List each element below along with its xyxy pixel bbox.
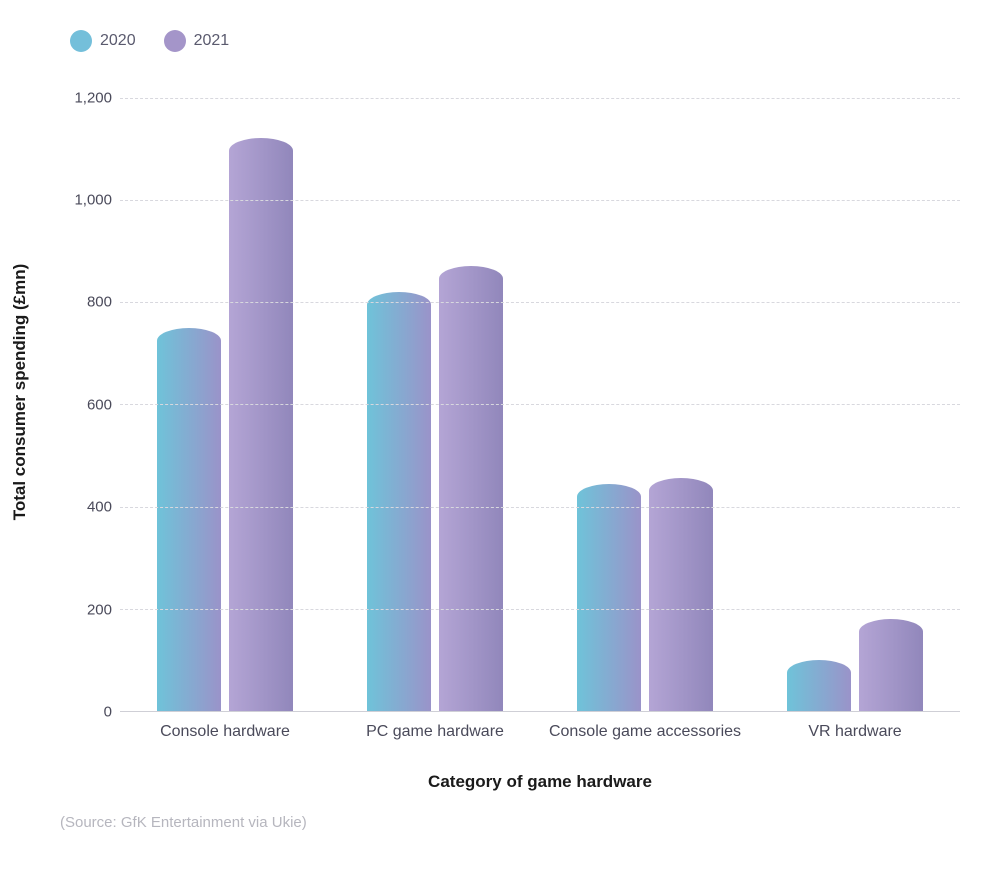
legend-label: 2020 [100,32,136,50]
bar [229,138,293,711]
gridline [120,302,960,303]
bar [157,328,221,711]
bar-group [750,72,960,711]
bar [859,619,923,711]
gridline [120,609,960,610]
legend: 2020 2021 [70,30,960,52]
y-tick: 400 [87,499,112,516]
x-axis-ticks: Console hardwarePC game hardwareConsole … [120,712,960,742]
plot-wrap: Total consumer spending (£mn) 0200400600… [60,72,960,712]
legend-swatch [164,30,186,52]
legend-label: 2021 [194,32,230,50]
gridline [120,507,960,508]
legend-item: 2020 [70,30,136,52]
legend-swatch [70,30,92,52]
x-axis-label: Category of game hardware [120,772,960,792]
y-tick: 800 [87,294,112,311]
bar-group [540,72,750,711]
x-tick: Console game accessories [540,712,750,742]
y-axis-label: Total consumer spending (£mn) [10,264,30,521]
source-note: (Source: GfK Entertainment via Ukie) [60,814,960,831]
chart-container: 2020 2021 Total consumer spending (£mn) 0… [0,0,1000,880]
y-axis-ticks: 02004006008001,0001,200 [60,72,120,712]
gridline [120,200,960,201]
y-tick: 0 [104,704,112,721]
bar-groups [120,72,960,711]
bar [787,660,851,711]
gridline [120,404,960,405]
bar [577,484,641,711]
y-tick: 200 [87,601,112,618]
x-tick: PC game hardware [330,712,540,742]
y-tick: 1,000 [74,192,112,209]
bar [439,266,503,711]
y-tick: 600 [87,396,112,413]
plot-area [120,72,960,712]
bar [367,292,431,711]
legend-item: 2021 [164,30,230,52]
bar-group [120,72,330,711]
x-tick: VR hardware [750,712,960,742]
gridline [120,98,960,99]
y-tick: 1,200 [74,89,112,106]
bar [649,478,713,711]
bar-group [330,72,540,711]
x-tick: Console hardware [120,712,330,742]
